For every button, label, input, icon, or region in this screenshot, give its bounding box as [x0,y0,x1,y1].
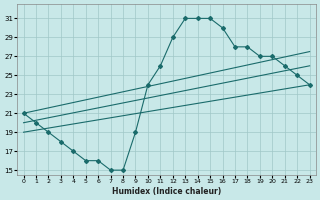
X-axis label: Humidex (Indice chaleur): Humidex (Indice chaleur) [112,187,221,196]
